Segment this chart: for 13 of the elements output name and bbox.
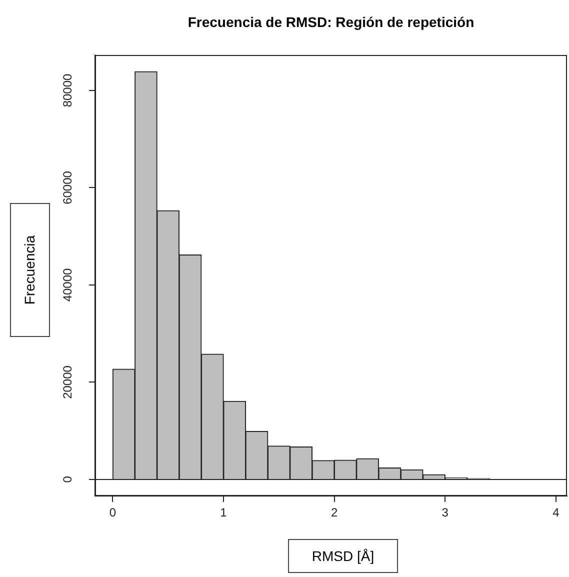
x-tick-label: 1 bbox=[220, 506, 228, 520]
y-tick-label: 60000 bbox=[60, 170, 75, 204]
x-tick-label: 2 bbox=[330, 506, 338, 520]
chart-title: Frecuencia de RMSD: Región de repetición bbox=[186, 14, 476, 30]
x-tick-label: 0 bbox=[109, 506, 116, 520]
x-tick-label: 3 bbox=[442, 506, 449, 520]
y-tick-label: 20000 bbox=[60, 365, 75, 399]
y-axis-title: Frecuencia bbox=[22, 235, 38, 305]
y-tick-label: 0 bbox=[60, 476, 75, 483]
y-tick-label: 40000 bbox=[60, 268, 75, 302]
x-axis-title: RMSD [Å] bbox=[288, 539, 398, 573]
x-tick-label: 4 bbox=[552, 506, 560, 520]
y-tick-label: 80000 bbox=[60, 73, 75, 108]
